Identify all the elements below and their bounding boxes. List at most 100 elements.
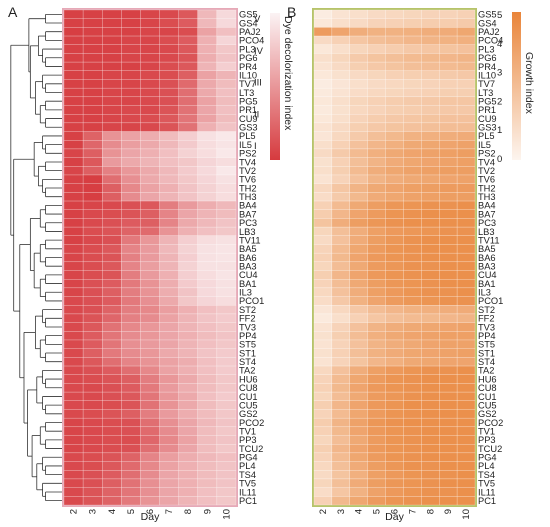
heatmap-cell <box>421 209 440 219</box>
heatmap-cell <box>313 35 333 45</box>
heatmap-cell <box>403 183 422 193</box>
heatmap-cell <box>349 496 368 506</box>
heatmap-cell <box>385 226 404 236</box>
row-label: ST1 <box>478 348 495 358</box>
heatmap-cell <box>159 148 179 158</box>
heatmap-cell <box>331 244 350 254</box>
heatmap-cell <box>439 435 458 445</box>
heatmap-cell <box>456 452 476 462</box>
heatmap-cell <box>421 261 440 271</box>
heatmap-cell <box>121 461 141 471</box>
heatmap-cell <box>313 61 333 71</box>
heatmap-cell <box>82 383 103 393</box>
heatmap-cell <box>349 53 368 63</box>
heatmap-cell <box>159 105 179 115</box>
heatmap-cell <box>349 244 368 254</box>
heatmap-cell <box>140 496 160 506</box>
heatmap-cell <box>82 391 103 401</box>
heatmap-cell <box>82 192 103 202</box>
heatmap-cell <box>140 96 160 106</box>
heatmap-cell <box>140 261 160 271</box>
heatmap-cell <box>216 61 237 71</box>
heatmap-cell <box>421 348 440 358</box>
row-label: IL10 <box>239 70 257 80</box>
heatmap-cell <box>421 287 440 297</box>
heatmap-cell <box>102 357 122 367</box>
heatmap-cell <box>140 339 160 349</box>
heatmap-cell <box>102 174 122 184</box>
heatmap-cell <box>102 313 122 323</box>
heatmap-cell <box>456 487 476 497</box>
heatmap-cell <box>313 252 333 263</box>
heatmap-cell <box>439 322 458 332</box>
heatmap-cell <box>421 35 440 45</box>
heatmap-cell <box>439 270 458 280</box>
heatmap-cell <box>331 470 350 480</box>
heatmap-cell <box>216 313 237 323</box>
heatmap-cell <box>439 79 458 89</box>
heatmap-cell <box>331 140 350 150</box>
heatmap-cell <box>82 426 103 436</box>
heatmap-cell <box>385 487 404 497</box>
heatmap-cell <box>456 470 476 480</box>
heatmap-cell <box>313 192 333 202</box>
heatmap-cell <box>102 270 122 280</box>
row-label: PCO2 <box>478 418 503 428</box>
heatmap-cell <box>403 122 422 132</box>
heatmap-cell <box>439 27 458 37</box>
heatmap-cell <box>367 374 386 384</box>
heatmap-cell <box>140 417 160 428</box>
heatmap-cell <box>197 435 218 445</box>
heatmap-cell <box>421 140 440 150</box>
heatmap-cell <box>121 417 141 428</box>
heatmap-cell <box>102 105 122 115</box>
heatmap-cell <box>102 305 122 315</box>
heatmap-cell <box>349 183 368 193</box>
heatmap-cell <box>385 261 404 271</box>
row-label: PCO2 <box>239 418 264 428</box>
heatmap-cell <box>421 426 440 436</box>
heatmap-cell <box>421 235 440 245</box>
heatmap-cell <box>178 296 198 306</box>
row-label: PS2 <box>239 149 257 159</box>
heatmap-cell <box>121 426 141 436</box>
column-label: 5 <box>372 509 383 514</box>
heatmap-cell <box>331 417 350 428</box>
row-label: GS3 <box>239 123 258 133</box>
heatmap-cell <box>121 348 141 358</box>
heatmap-cell <box>197 478 218 488</box>
heatmap-cell <box>421 148 440 158</box>
row-label: PG5 <box>478 96 497 106</box>
heatmap-cell <box>216 270 237 280</box>
heatmap-cell <box>313 157 333 167</box>
heatmap-cell <box>456 417 476 428</box>
heatmap-cell <box>456 218 476 228</box>
heatmap-cell <box>403 435 422 445</box>
heatmap-cell <box>140 174 160 184</box>
heatmap-cell <box>385 18 404 28</box>
row-label: TV5 <box>478 479 495 489</box>
row-label: PR4 <box>478 62 496 72</box>
heatmap-cell <box>421 279 440 289</box>
heatmap-cell <box>63 270 84 280</box>
heatmap-cell <box>385 61 404 71</box>
row-label: FF2 <box>478 314 495 324</box>
heatmap-cell <box>403 322 422 332</box>
heatmap-cell <box>140 400 160 410</box>
heatmap-cell <box>102 96 122 106</box>
heatmap-cell <box>216 461 237 471</box>
heatmap-cell <box>385 478 404 488</box>
heatmap-cell <box>121 9 141 19</box>
heatmap-cell <box>313 374 333 384</box>
heatmap-cell <box>349 226 368 236</box>
heatmap-cell <box>159 114 179 124</box>
heatmap-cell <box>102 131 122 141</box>
row-label: CU9 <box>478 114 497 124</box>
heatmap-cell <box>403 496 422 506</box>
row-label: PP4 <box>239 331 257 341</box>
heatmap-cell <box>439 18 458 28</box>
heatmap-cell <box>159 166 179 176</box>
column-label: 9 <box>202 509 213 514</box>
heatmap-cell <box>403 235 422 245</box>
heatmap-cell <box>102 148 122 158</box>
